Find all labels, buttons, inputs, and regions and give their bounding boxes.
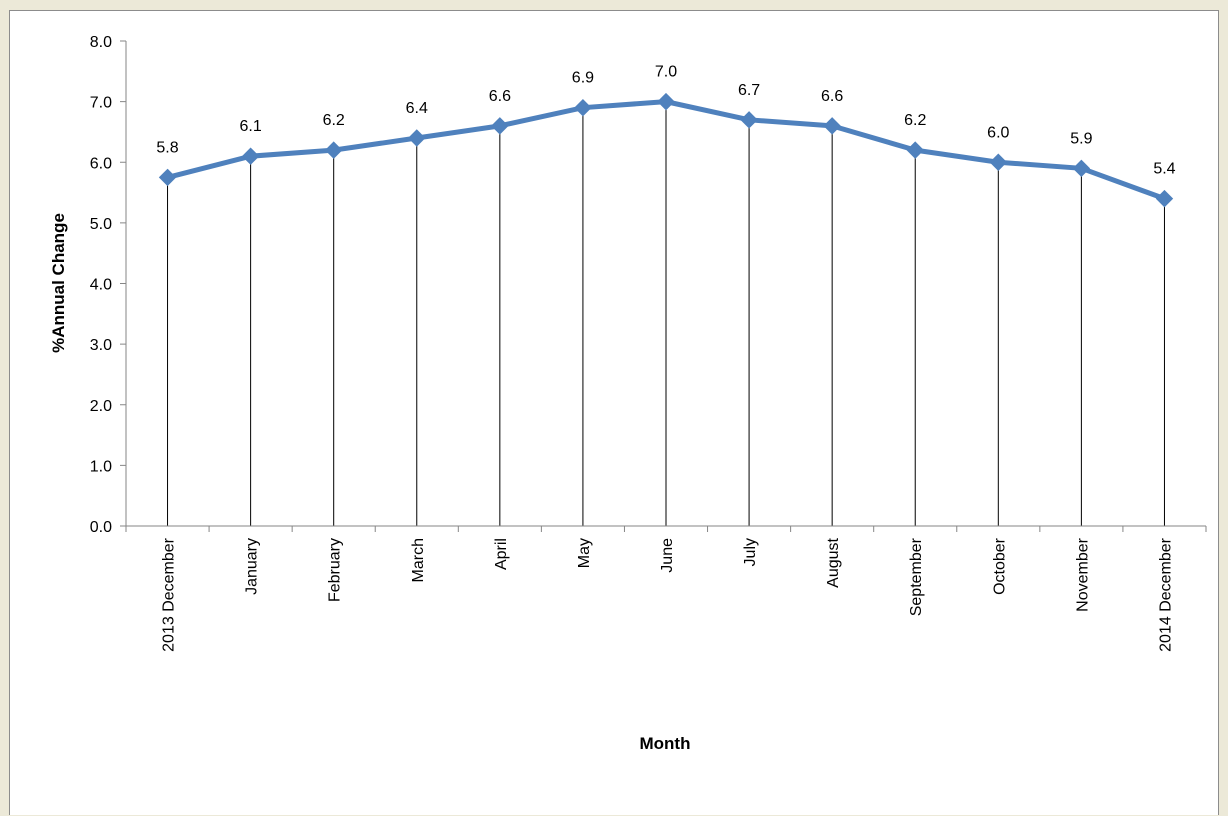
- x-axis-title: Month: [640, 734, 691, 753]
- chart-area: 0.0 1.0 2.0 3.0 4.0 5.0 6.0 7.0 8.0 2013 Decembe…: [9, 10, 1219, 815]
- x-tick-label: October: [991, 537, 1008, 595]
- y-tick-label: 3.0: [90, 337, 112, 354]
- data-point-marker: [989, 153, 1008, 171]
- data-point-marker: [574, 98, 592, 117]
- data-label: 6.9: [572, 70, 594, 87]
- x-tick-label: March: [410, 538, 427, 582]
- x-ticks: 2013 December January February March April Ma…: [125, 526, 1207, 652]
- data-point-marker: [740, 111, 758, 129]
- x-tick-label: September: [908, 537, 925, 616]
- x-tick-label: July: [742, 538, 759, 566]
- data-label: 6.2: [904, 112, 926, 129]
- x-tick-label: April: [493, 538, 510, 570]
- data-point-marker: [823, 117, 841, 135]
- data-labels: 5.8 6.1 6.2 6.4 6.6 6.9 7.0 6.7 6.6 6.2 6.0 5.9 5.4: [156, 64, 1175, 178]
- data-label: 6.6: [821, 88, 843, 105]
- data-label: 6.0: [987, 124, 1009, 141]
- x-tick-label: 2014 December: [1157, 537, 1174, 652]
- y-tick-label: 8.0: [90, 34, 112, 51]
- data-label: 6.2: [323, 112, 345, 129]
- line-chart: 0.0 1.0 2.0 3.0 4.0 5.0 6.0 7.0 8.0 2013 Decembe…: [49, 34, 1207, 753]
- data-label: 7.0: [655, 64, 677, 81]
- data-label: 5.9: [1070, 130, 1092, 147]
- y-tick-label: 5.0: [90, 216, 112, 233]
- x-tick-label: 2013 December: [161, 537, 178, 652]
- data-point-marker: [657, 92, 675, 111]
- data-label: 6.1: [239, 118, 261, 135]
- data-point-marker: [158, 168, 177, 187]
- data-label: 5.4: [1153, 161, 1175, 178]
- data-point-marker: [324, 141, 343, 159]
- y-tick-label: 1.0: [90, 458, 112, 475]
- y-ticks: 0.0 1.0 2.0 3.0 4.0 5.0 6.0 7.0 8.0: [90, 34, 126, 536]
- x-tick-label: January: [244, 538, 261, 595]
- x-tick-label: June: [659, 538, 676, 573]
- x-tick-label: August: [825, 537, 842, 587]
- data-label: 6.4: [406, 100, 428, 117]
- y-tick-label: 7.0: [90, 95, 112, 112]
- drop-lines: [167, 101, 1165, 526]
- y-tick-label: 6.0: [90, 155, 112, 172]
- x-tick-label: November: [1074, 537, 1091, 611]
- x-tick-label: February: [327, 538, 344, 602]
- data-point-marker: [906, 141, 924, 159]
- data-label: 6.7: [738, 82, 760, 99]
- data-label: 5.8: [156, 139, 178, 156]
- data-point-marker: [1072, 159, 1091, 178]
- data-point-marker: [241, 147, 260, 165]
- data-point-marker: [408, 129, 426, 147]
- y-tick-label: 0.0: [90, 519, 112, 536]
- y-tick-label: 2.0: [90, 398, 112, 415]
- data-point-marker: [1155, 189, 1174, 208]
- data-label: 6.6: [489, 88, 511, 105]
- markers: [158, 92, 1174, 208]
- y-axis-title: %Annual Change: [49, 213, 68, 353]
- x-tick-label: May: [576, 538, 593, 568]
- data-point-marker: [491, 117, 509, 135]
- y-tick-label: 4.0: [90, 277, 112, 294]
